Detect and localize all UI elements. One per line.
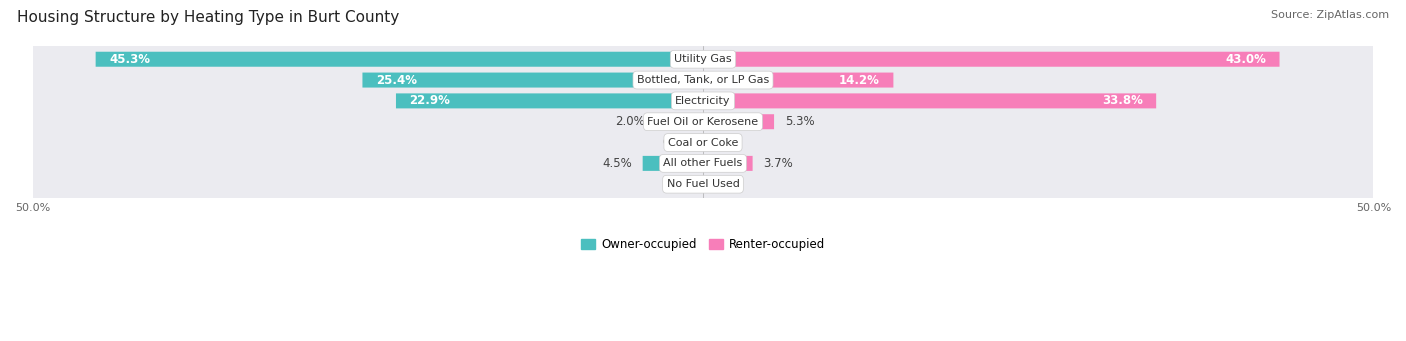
FancyBboxPatch shape [703,114,775,129]
Text: 3.7%: 3.7% [763,157,793,170]
Text: 0.0%: 0.0% [714,136,744,149]
FancyBboxPatch shape [32,122,1374,163]
Text: 0.0%: 0.0% [714,178,744,191]
FancyBboxPatch shape [96,52,703,67]
Text: 25.4%: 25.4% [375,74,416,87]
Text: 0.0%: 0.0% [662,178,692,191]
Text: 45.3%: 45.3% [110,53,150,66]
Text: Bottled, Tank, or LP Gas: Bottled, Tank, or LP Gas [637,75,769,85]
FancyBboxPatch shape [32,80,1374,121]
Text: Fuel Oil or Kerosene: Fuel Oil or Kerosene [647,117,759,127]
Text: Housing Structure by Heating Type in Burt County: Housing Structure by Heating Type in Bur… [17,10,399,25]
Text: 33.8%: 33.8% [1102,94,1143,107]
Text: No Fuel Used: No Fuel Used [666,179,740,189]
FancyBboxPatch shape [396,93,703,108]
Legend: Owner-occupied, Renter-occupied: Owner-occupied, Renter-occupied [576,233,830,256]
FancyBboxPatch shape [32,101,1374,142]
FancyBboxPatch shape [32,164,1374,205]
Text: Source: ZipAtlas.com: Source: ZipAtlas.com [1271,10,1389,20]
FancyBboxPatch shape [703,156,752,171]
FancyBboxPatch shape [703,93,1156,108]
FancyBboxPatch shape [703,52,1279,67]
Text: 5.3%: 5.3% [785,115,814,128]
Text: 22.9%: 22.9% [409,94,450,107]
FancyBboxPatch shape [657,114,703,129]
Text: 43.0%: 43.0% [1225,53,1267,66]
Text: All other Fuels: All other Fuels [664,158,742,168]
Text: Coal or Coke: Coal or Coke [668,137,738,148]
FancyBboxPatch shape [643,156,703,171]
FancyBboxPatch shape [32,39,1374,80]
FancyBboxPatch shape [703,73,893,88]
FancyBboxPatch shape [32,60,1374,101]
Text: 14.2%: 14.2% [839,74,880,87]
Text: 4.5%: 4.5% [602,157,631,170]
Text: 0.0%: 0.0% [662,136,692,149]
Text: Electricity: Electricity [675,96,731,106]
Text: 2.0%: 2.0% [616,115,645,128]
FancyBboxPatch shape [32,143,1374,184]
FancyBboxPatch shape [363,73,703,88]
Text: Utility Gas: Utility Gas [675,54,731,64]
